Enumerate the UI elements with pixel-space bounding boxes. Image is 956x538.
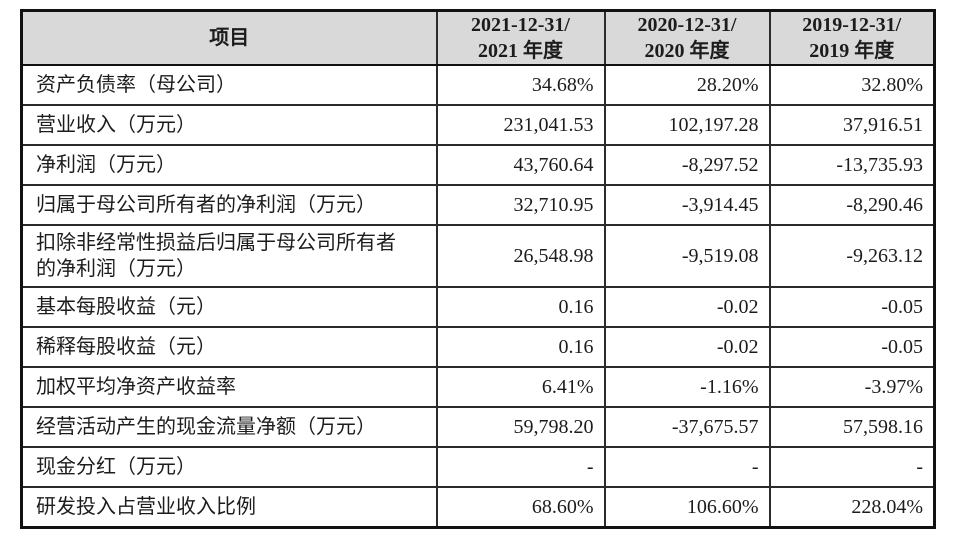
cell-value: 57,598.16 <box>768 406 936 448</box>
financial-summary-table: 项目 2021-12-31/ 2021 年度 2020-12-31/ 2020 … <box>20 9 936 529</box>
cell-value: 37,916.51 <box>768 104 936 146</box>
cell-value: 32,710.95 <box>435 184 606 226</box>
table-row: 研发投入占营业收入比例 68.60% 106.60% 228.04% <box>20 486 936 528</box>
table-row: 净利润（万元） 43,760.64 -8,297.52 -13,735.93 <box>20 144 936 186</box>
cell-value: 43,760.64 <box>435 144 606 186</box>
cell-value: -8,297.52 <box>603 144 771 186</box>
table-row: 经营活动产生的现金流量净额（万元） 59,798.20 -37,675.57 5… <box>20 406 936 448</box>
cell-value: 0.16 <box>435 286 606 328</box>
header-row: 项目 2021-12-31/ 2021 年度 2020-12-31/ 2020 … <box>20 9 936 66</box>
row-label: 净利润（万元） <box>20 144 438 186</box>
cell-value: -3,914.45 <box>603 184 771 226</box>
row-label: 资产负债率（母公司） <box>20 64 438 106</box>
cell-value: 228.04% <box>768 486 936 528</box>
cell-value: -37,675.57 <box>603 406 771 448</box>
cell-value: -9,263.12 <box>768 224 936 288</box>
table-row: 资产负债率（母公司） 34.68% 28.20% 32.80% <box>20 64 936 106</box>
cell-value: 106.60% <box>603 486 771 528</box>
row-label: 研发投入占营业收入比例 <box>20 486 438 528</box>
cell-value: 34.68% <box>435 64 606 106</box>
row-label: 现金分红（万元） <box>20 446 438 488</box>
cell-value: -0.05 <box>768 326 936 368</box>
column-header-2021: 2021-12-31/ 2021 年度 <box>435 9 606 66</box>
table-row: 加权平均净资产收益率 6.41% -1.16% -3.97% <box>20 366 936 408</box>
row-label: 经营活动产生的现金流量净额（万元） <box>20 406 438 448</box>
row-label: 加权平均净资产收益率 <box>20 366 438 408</box>
row-label: 稀释每股收益（元） <box>20 326 438 368</box>
cell-value: 26,548.98 <box>435 224 606 288</box>
cell-value: -0.02 <box>603 286 771 328</box>
cell-value: -8,290.46 <box>768 184 936 226</box>
cell-value: -13,735.93 <box>768 144 936 186</box>
cell-value: -1.16% <box>603 366 771 408</box>
cell-value: 68.60% <box>435 486 606 528</box>
cell-value: - <box>603 446 771 488</box>
cell-value: 6.41% <box>435 366 606 408</box>
table-row: 扣除非经常性损益后归属于母公司所有者的净利润（万元） 26,548.98 -9,… <box>20 224 936 288</box>
cell-value: 32.80% <box>768 64 936 106</box>
cell-value: 231,041.53 <box>435 104 606 146</box>
cell-value: 59,798.20 <box>435 406 606 448</box>
cell-value: 28.20% <box>603 64 771 106</box>
row-label: 基本每股收益（元） <box>20 286 438 328</box>
table-row: 现金分红（万元） - - - <box>20 446 936 488</box>
cell-value: -3.97% <box>768 366 936 408</box>
row-label: 扣除非经常性损益后归属于母公司所有者的净利润（万元） <box>20 224 438 288</box>
column-header-2019: 2019-12-31/ 2019 年度 <box>768 9 936 66</box>
row-label: 归属于母公司所有者的净利润（万元） <box>20 184 438 226</box>
cell-value: - <box>435 446 606 488</box>
column-header-item: 项目 <box>20 9 438 66</box>
table-row: 稀释每股收益（元） 0.16 -0.02 -0.05 <box>20 326 936 368</box>
cell-value: -9,519.08 <box>603 224 771 288</box>
cell-value: -0.02 <box>603 326 771 368</box>
table-row: 基本每股收益（元） 0.16 -0.02 -0.05 <box>20 286 936 328</box>
cell-value: - <box>768 446 936 488</box>
table-row: 营业收入（万元） 231,041.53 102,197.28 37,916.51 <box>20 104 936 146</box>
row-label: 营业收入（万元） <box>20 104 438 146</box>
cell-value: 102,197.28 <box>603 104 771 146</box>
table-row: 归属于母公司所有者的净利润（万元） 32,710.95 -3,914.45 -8… <box>20 184 936 226</box>
cell-value: 0.16 <box>435 326 606 368</box>
cell-value: -0.05 <box>768 286 936 328</box>
column-header-2020: 2020-12-31/ 2020 年度 <box>603 9 771 66</box>
